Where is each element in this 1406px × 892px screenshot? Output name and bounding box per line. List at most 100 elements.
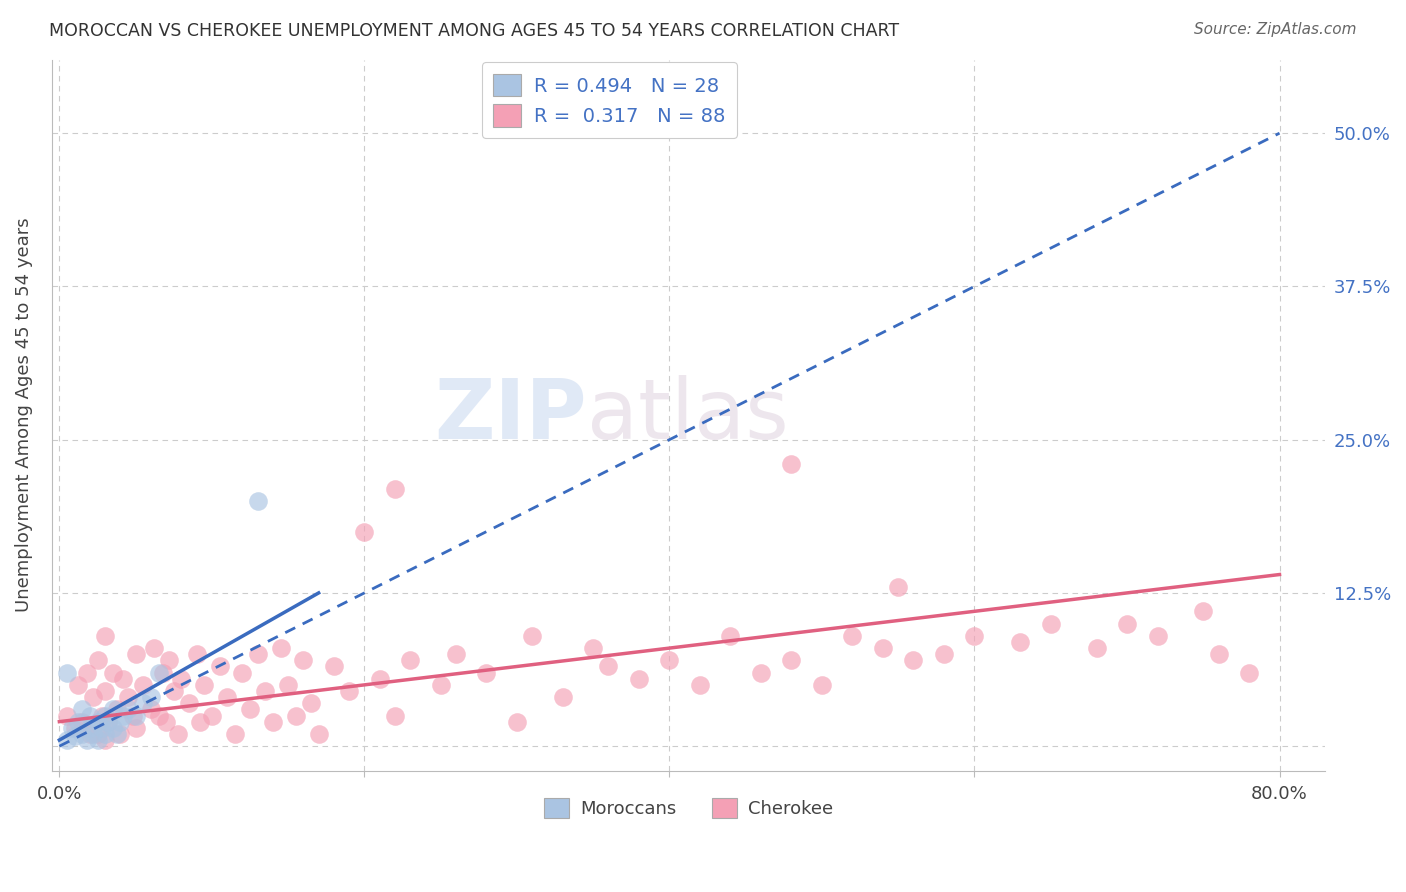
Point: [60, 721, 83, 735]
Point: [66, 678, 89, 692]
Point: [1237, 665, 1260, 680]
Point: [384, 482, 406, 496]
Point: [163, 684, 186, 698]
Point: [86, 727, 108, 741]
Point: [91, 721, 114, 735]
Point: [1039, 616, 1062, 631]
Point: [72, 714, 94, 729]
Point: [749, 665, 772, 680]
Point: [353, 524, 375, 539]
Point: [152, 665, 174, 680]
Point: [110, 727, 132, 741]
Point: [112, 672, 135, 686]
Point: [112, 708, 135, 723]
Point: [139, 690, 162, 705]
Point: [1192, 604, 1215, 618]
Point: [780, 457, 803, 471]
Text: Source: ZipAtlas.com: Source: ZipAtlas.com: [1194, 22, 1357, 37]
Point: [308, 727, 330, 741]
Point: [1146, 629, 1168, 643]
Point: [124, 708, 146, 723]
Point: [142, 641, 165, 656]
Point: [689, 678, 711, 692]
Point: [475, 665, 498, 680]
Point: [91, 708, 114, 723]
Point: [105, 702, 128, 716]
Point: [506, 714, 529, 729]
Point: [101, 665, 124, 680]
Point: [201, 708, 224, 723]
Point: [1010, 635, 1032, 649]
Point: [658, 653, 681, 667]
Legend: Moroccans, Cherokee: Moroccans, Cherokee: [537, 790, 841, 826]
Point: [932, 647, 955, 661]
Point: [903, 653, 925, 667]
Point: [368, 672, 391, 686]
Point: [148, 708, 170, 723]
Point: [82, 690, 104, 705]
Point: [262, 714, 284, 729]
Point: [322, 659, 344, 673]
Point: [963, 629, 986, 643]
Point: [94, 684, 117, 698]
Point: [86, 653, 108, 667]
Point: [292, 653, 315, 667]
Point: [582, 641, 605, 656]
Point: [72, 727, 94, 741]
Point: [1116, 616, 1139, 631]
Point: [627, 672, 650, 686]
Point: [72, 702, 94, 716]
Point: [1208, 647, 1230, 661]
Point: [76, 665, 98, 680]
Point: [208, 659, 231, 673]
Point: [79, 727, 101, 741]
Point: [270, 641, 292, 656]
Point: [105, 727, 128, 741]
Point: [94, 708, 117, 723]
Point: [63, 721, 86, 735]
Point: [217, 690, 239, 705]
Point: [284, 708, 307, 723]
Point: [110, 714, 132, 729]
Point: [56, 665, 79, 680]
Point: [811, 678, 834, 692]
Point: [246, 494, 269, 508]
Point: [139, 702, 162, 716]
Point: [246, 647, 269, 661]
Point: [97, 714, 120, 729]
Y-axis label: Unemployment Among Ages 45 to 54 years: Unemployment Among Ages 45 to 54 years: [15, 218, 32, 613]
Point: [399, 653, 422, 667]
Point: [124, 647, 146, 661]
Point: [193, 678, 215, 692]
Point: [148, 665, 170, 680]
Point: [780, 653, 803, 667]
Point: [86, 733, 108, 747]
Point: [79, 708, 101, 723]
Point: [155, 714, 177, 729]
Text: MOROCCAN VS CHEROKEE UNEMPLOYMENT AMONG AGES 45 TO 54 YEARS CORRELATION CHART: MOROCCAN VS CHEROKEE UNEMPLOYMENT AMONG …: [49, 22, 900, 40]
Point: [887, 580, 910, 594]
Point: [841, 629, 863, 643]
Point: [1085, 641, 1108, 656]
Point: [299, 696, 322, 710]
Point: [82, 727, 104, 741]
Point: [94, 733, 117, 747]
Point: [239, 702, 262, 716]
Point: [56, 708, 79, 723]
Point: [117, 702, 139, 716]
Point: [101, 721, 124, 735]
Point: [97, 714, 120, 729]
Point: [277, 678, 299, 692]
Point: [188, 714, 211, 729]
Point: [337, 684, 360, 698]
Point: [94, 727, 117, 741]
Point: [872, 641, 894, 656]
Point: [720, 629, 742, 643]
Point: [94, 629, 117, 643]
Point: [598, 659, 620, 673]
Point: [157, 653, 180, 667]
Point: [117, 690, 139, 705]
Point: [121, 708, 143, 723]
Point: [132, 696, 155, 710]
Point: [429, 678, 451, 692]
